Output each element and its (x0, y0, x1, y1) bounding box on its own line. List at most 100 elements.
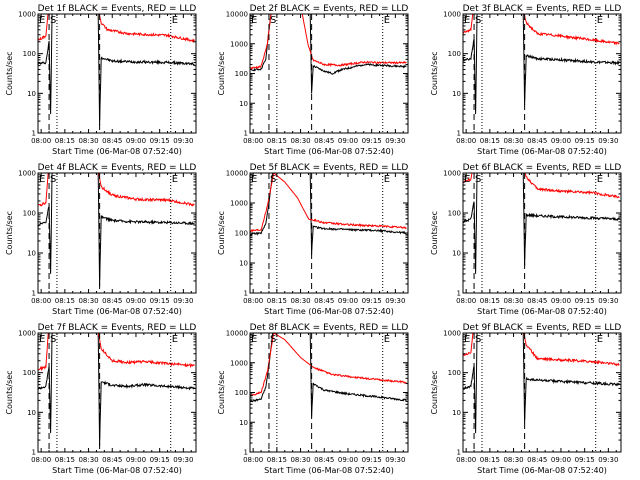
x-tick-label: 09:15 (575, 456, 595, 464)
chart-title: Det 4f BLACK = Events, RED = LLD (38, 163, 197, 173)
marker-label: S (475, 334, 481, 345)
x-tick-label: 09:15 (150, 456, 170, 464)
plot-frame (37, 332, 197, 453)
marker-label: E (384, 334, 390, 345)
marker-label: S (270, 15, 276, 26)
marker-label: E (39, 15, 45, 26)
x-tick-label: 09:30 (598, 137, 618, 145)
x-tick-label: 08:15 (480, 456, 500, 464)
marker-label: E (39, 334, 45, 345)
y-tick-label: 1000 (230, 40, 248, 48)
chart-panel-1: 1 10 100 1000 08:00 08:15 08:30 08:45 09:00 09:15… (5, 4, 197, 156)
marker-label: S (50, 334, 56, 345)
y-tick-label: 10 (452, 409, 461, 417)
x-tick-label: 09:15 (362, 297, 382, 305)
chart-title: Det 6f BLACK = Events, RED = LLD (463, 163, 622, 173)
y-tick-label: 10 (27, 409, 36, 417)
x-tick-label: 09:30 (173, 456, 193, 464)
x-tick-label: 08:00 (31, 456, 51, 464)
x-tick-label: 08:45 (527, 297, 547, 305)
x-tick-label: 08:45 (314, 137, 334, 145)
chart-title: Det 2f BLACK = Events, RED = LLD (250, 4, 409, 14)
x-tick-label: 08:45 (102, 137, 122, 145)
y-tick-label: 1 (244, 290, 248, 298)
x-tick-label: 09:00 (338, 297, 358, 305)
x-axis-title: Start Time (06-Mar-08 07:52:40) (477, 307, 607, 316)
x-tick-label: 09:00 (338, 456, 358, 464)
x-tick-label: 08:45 (102, 297, 122, 305)
marker-label: E (597, 334, 603, 345)
x-tick-label: 08:45 (102, 456, 122, 464)
x-axis-title: Start Time (06-Mar-08 07:52:40) (264, 147, 394, 156)
y-axis-title: Counts/sec (5, 51, 14, 95)
marker-label: E (597, 174, 603, 185)
y-axis-title: Counts/sec (430, 370, 439, 414)
x-axis-title: Start Time (06-Mar-08 07:52:40) (477, 147, 607, 156)
x-tick-label: 08:00 (31, 297, 51, 305)
series-line-events (38, 173, 195, 287)
series-line-events (463, 14, 620, 115)
series-line-events (463, 173, 620, 274)
marker-label: E (172, 174, 178, 185)
x-tick-label: 08:45 (527, 456, 547, 464)
chart-panel-6: 1 10 100 1000 08:00 08:15 08:30 08:45 09:00 09:15… (430, 163, 622, 316)
x-tick-label: 08:00 (456, 456, 476, 464)
y-tick-label: 1 (244, 130, 248, 138)
y-tick-label: 10 (452, 90, 461, 98)
x-tick-label: 08:30 (290, 137, 310, 145)
marker-label: E (464, 15, 470, 26)
x-tick-label: 08:30 (78, 297, 98, 305)
chart-title: Det 7f BLACK = Events, RED = LLD (38, 323, 197, 333)
x-tick-label: 08:45 (314, 456, 334, 464)
x-tick-label: 09:15 (150, 137, 170, 145)
chart-panel-8: 1 10 100 1000 10000 08:00 08:15 08:30 08:45 09:00… (217, 323, 409, 475)
chart-title: Det 3f BLACK = Events, RED = LLD (463, 4, 622, 14)
y-tick-label: 1 (32, 290, 36, 298)
y-tick-label: 1000 (443, 170, 461, 178)
series-line-lld (38, 14, 195, 44)
x-axis-title: Start Time (06-Mar-08 07:52:40) (52, 147, 182, 156)
chart-panel-4: 1 10 100 1000 08:00 08:15 08:30 08:45 09:00 09:15… (5, 163, 197, 316)
x-tick-label: 08:00 (243, 456, 263, 464)
series-line-lld (463, 333, 620, 367)
x-tick-label: 08:15 (55, 297, 75, 305)
x-tick-label: 08:00 (243, 297, 263, 305)
chart-title: Det 9f BLACK = Events, RED = LLD (463, 323, 622, 333)
chart-panel-2: 1 10 100 1000 10000 08:00 08:15 08:30 08:45 09:00… (217, 4, 409, 156)
marker-label: E (384, 15, 390, 26)
y-axis-title: Counts/sec (217, 370, 226, 414)
x-tick-label: 09:30 (173, 297, 193, 305)
x-tick-label: 08:30 (503, 137, 523, 145)
x-tick-label: 09:30 (598, 456, 618, 464)
series-line-events (250, 173, 407, 255)
y-tick-label: 1 (457, 449, 461, 457)
y-tick-label: 1 (457, 130, 461, 138)
x-tick-label: 08:00 (243, 137, 263, 145)
marker-label: E (172, 15, 178, 26)
y-axis-title: Counts/sec (5, 370, 14, 414)
x-tick-label: 09:15 (575, 137, 595, 145)
y-axis-title: Counts/sec (5, 211, 14, 255)
marker-label: E (172, 334, 178, 345)
y-tick-label: 100 (235, 70, 248, 78)
x-axis-title: Start Time (06-Mar-08 07:52:40) (52, 307, 182, 316)
x-tick-label: 09:15 (362, 456, 382, 464)
x-axis-title: Start Time (06-Mar-08 07:52:40) (264, 307, 394, 316)
x-axis-title: Start Time (06-Mar-08 07:52:40) (477, 466, 607, 475)
plot-frame (37, 13, 197, 134)
x-tick-label: 08:45 (527, 137, 547, 145)
x-axis-title: Start Time (06-Mar-08 07:52:40) (52, 466, 182, 475)
y-tick-label: 100 (23, 210, 36, 218)
series-line-events (250, 14, 407, 94)
x-tick-label: 09:15 (575, 297, 595, 305)
y-tick-label: 10 (452, 250, 461, 258)
y-tick-label: 1 (244, 449, 248, 457)
y-tick-label: 10 (27, 90, 36, 98)
y-tick-label: 100 (23, 369, 36, 377)
plot-frame (462, 172, 622, 294)
series-line-events (38, 14, 195, 126)
x-tick-label: 09:00 (338, 137, 358, 145)
y-tick-label: 1 (457, 290, 461, 298)
plot-frame (249, 172, 409, 294)
